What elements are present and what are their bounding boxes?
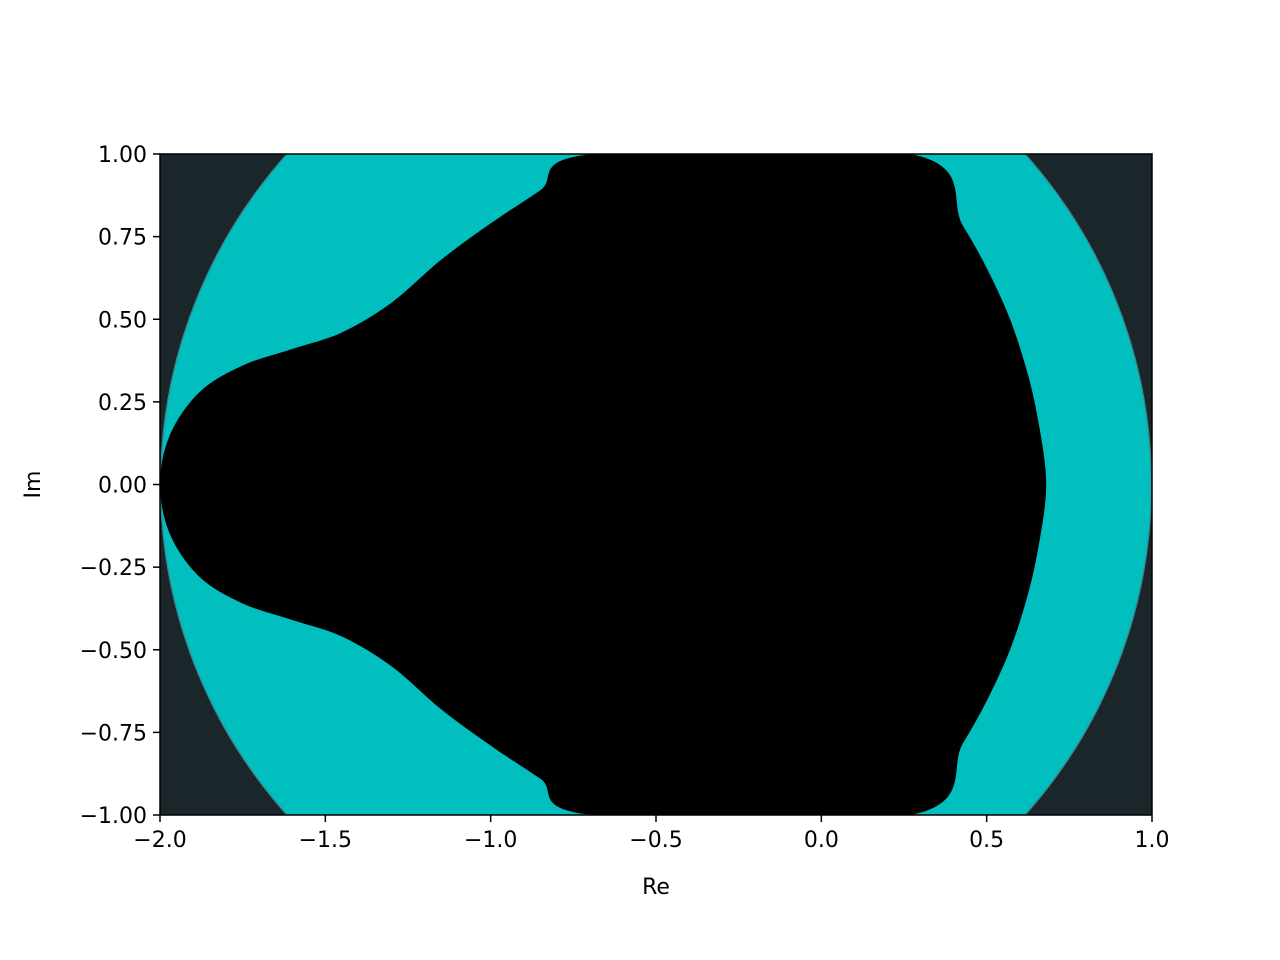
y-tick-label: −0.25 — [80, 556, 147, 581]
x-tick-label: 0.0 — [804, 828, 839, 853]
y-axis: 1.00 0.75 0.50 0.25 0.00 −0.25 −0.50 −0.75 −1.00 — [80, 143, 160, 829]
y-tick-label: −0.75 — [80, 721, 147, 746]
x-axis: −2.0 −1.5 −1.0 −0.5 0.0 0.5 1.0 — [133, 815, 1170, 853]
x-tick-label: −1.5 — [299, 828, 352, 853]
stability-region — [160, 154, 1047, 815]
y-tick-label: −0.50 — [80, 639, 147, 664]
y-tick-label: 0.00 — [98, 474, 147, 499]
plot-regions — [160, 154, 1152, 815]
y-tick-label: 1.00 — [98, 143, 147, 168]
x-tick-label: −0.5 — [629, 828, 682, 853]
y-axis-label: Im — [21, 471, 46, 499]
x-tick-label: −1.0 — [464, 828, 517, 853]
x-tick-label: −2.0 — [133, 828, 186, 853]
y-tick-label: −1.00 — [80, 804, 147, 829]
x-tick-label: 0.5 — [969, 828, 1004, 853]
y-tick-label: 0.25 — [98, 391, 147, 416]
x-axis-label: Re — [642, 875, 670, 900]
y-tick-label: 0.75 — [98, 226, 147, 251]
x-tick-label: 1.0 — [1135, 828, 1170, 853]
y-tick-label: 0.50 — [98, 308, 147, 333]
